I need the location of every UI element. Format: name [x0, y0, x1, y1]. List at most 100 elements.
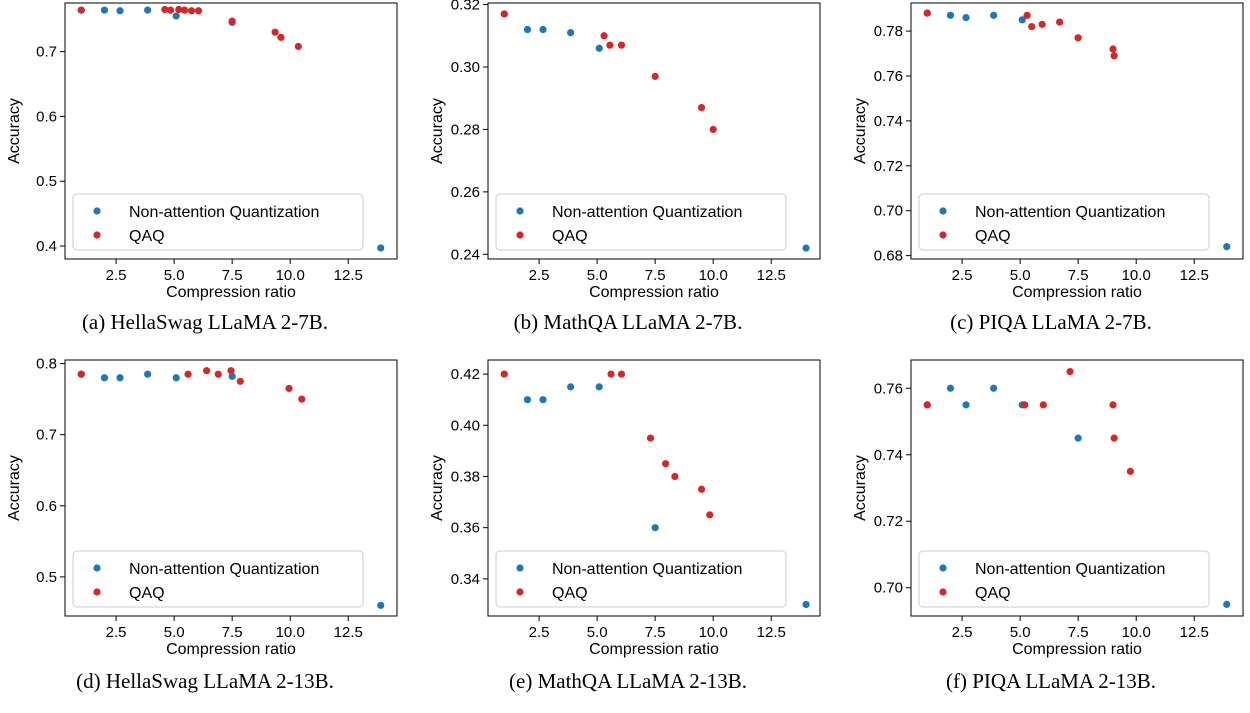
data-point — [100, 374, 109, 382]
legend: Non-attention Quantization QAQ — [72, 550, 364, 608]
panel-e: 2.5 5.0 7.5 10.0 12.5 0.34 0.36 0.38 0.40 0.42 Com… — [428, 357, 828, 713]
legend-label: QAQ — [129, 585, 165, 602]
data-point — [1018, 16, 1026, 24]
x-tick-label: 7.5 — [222, 267, 243, 284]
data-point — [946, 11, 955, 19]
data-point — [1126, 467, 1134, 475]
y-tick-label: 0.28 — [451, 121, 480, 138]
data-point — [606, 41, 614, 49]
legend-box — [918, 193, 1210, 251]
data-point — [187, 7, 196, 15]
data-point — [709, 125, 717, 134]
y-axis-title: Accuracy — [429, 455, 446, 521]
data-point — [172, 12, 180, 20]
data-point — [697, 485, 706, 493]
data-point — [77, 370, 85, 378]
data-point — [946, 384, 955, 392]
series-qaq-e — [500, 370, 714, 519]
x-tick-label: 12.5 — [1180, 624, 1209, 641]
data-point — [697, 103, 706, 112]
y-tick-label: 0.74 — [874, 113, 903, 130]
y-tick-label: 0.72 — [874, 158, 903, 175]
legend-label: Non-attention Quantization — [129, 204, 319, 221]
y-tick-label: 0.7 — [36, 427, 57, 444]
y-tick-label: 0.6 — [36, 498, 57, 515]
panel-c: 2.5 5.0 7.5 10.0 12.5 0.68 0.70 0.72 0.74 0.76 0.7… — [851, 0, 1250, 356]
legend-marker — [939, 207, 947, 215]
data-point — [539, 396, 547, 404]
data-point — [227, 367, 235, 375]
legend-label: Non-attention Quantization — [975, 204, 1165, 221]
legend-marker — [939, 588, 947, 596]
legend-marker — [516, 564, 524, 572]
plot-frame — [487, 359, 821, 617]
plot-frame — [64, 359, 398, 617]
legend-marker — [516, 231, 524, 239]
y-tick-label: 0.36 — [451, 520, 480, 537]
x-axis-title: Compression ratio — [589, 284, 719, 301]
legend-box — [72, 193, 364, 251]
plot-frame — [487, 2, 821, 260]
y-tick-label: 0.76 — [874, 68, 903, 85]
data-point — [184, 370, 192, 378]
legend-label: QAQ — [552, 585, 588, 602]
x-tick-label: 10.0 — [1122, 267, 1151, 284]
data-point — [500, 370, 508, 378]
legend-label: Non-attention Quantization — [552, 204, 742, 221]
data-point — [228, 17, 236, 25]
x-tick-label: 12.5 — [334, 624, 363, 641]
legend-box — [495, 550, 787, 608]
x-tick-label: 2.5 — [952, 624, 973, 641]
legend-label: QAQ — [975, 585, 1011, 602]
data-point — [214, 370, 222, 378]
caption-d: (d) HellaSwag LLaMA 2-13B. — [76, 669, 334, 693]
scatter-chart-c: 2.5 5.0 7.5 10.0 12.5 0.68 0.70 0.72 0.74 0.76 0.7… — [852, 2, 1244, 301]
data-point — [523, 396, 532, 404]
x-tick-label: 7.5 — [1068, 267, 1089, 284]
data-point — [194, 7, 203, 15]
x-tick-label: 10.0 — [276, 624, 305, 641]
x-tick-label: 2.5 — [529, 624, 550, 641]
data-point — [77, 6, 85, 14]
series-qaq-c — [923, 9, 1118, 60]
y-tick-label: 0.24 — [451, 246, 480, 263]
scatter-chart-e: 2.5 5.0 7.5 10.0 12.5 0.34 0.36 0.38 0.40 0.42 Com… — [429, 359, 821, 658]
caption-a: (a) HellaSwag LLaMA 2-7B. — [81, 310, 329, 334]
data-point — [1039, 401, 1047, 409]
data-point — [1109, 45, 1117, 53]
data-point — [567, 29, 575, 37]
data-point — [236, 377, 244, 385]
data-point — [600, 32, 608, 40]
x-tick-label: 2.5 — [952, 267, 973, 284]
y-tick-label: 0.8 — [36, 356, 57, 373]
data-point — [990, 11, 998, 19]
scatter-chart-a: 2.5 5.0 7.5 10.0 12.5 0.4 0.5 0.6 0.7 Compression… — [6, 2, 398, 301]
y-tick-label: 0.74 — [874, 447, 903, 464]
data-point — [607, 370, 615, 378]
y-tick-label: 0.26 — [451, 184, 480, 201]
data-point — [271, 28, 279, 36]
panel-d: 2.5 5.0 7.5 10.0 12.5 0.5 0.6 0.7 0.8 Compression… — [5, 356, 405, 713]
data-point — [651, 524, 659, 532]
data-point — [203, 367, 211, 375]
data-point — [1074, 34, 1082, 42]
x-tick-label: 2.5 — [106, 624, 127, 641]
y-axis-title: Accuracy — [852, 455, 869, 521]
x-tick-label: 7.5 — [1068, 624, 1089, 641]
data-point — [567, 383, 575, 391]
x-tick-label: 5.0 — [164, 624, 185, 641]
data-point — [1110, 52, 1118, 60]
x-tick-label: 2.5 — [106, 267, 127, 284]
panel-a: 2.5 5.0 7.5 10.0 12.5 0.4 0.5 0.6 0.7 Compression… — [5, 0, 405, 356]
data-point — [651, 72, 659, 80]
x-axis-title: Compression ratio — [589, 641, 719, 658]
data-point — [377, 244, 385, 252]
plot-frame — [910, 2, 1244, 260]
data-point — [144, 370, 152, 378]
plot-frame — [64, 2, 398, 260]
caption-b: (b) MathQA LLaMA 2-7B. — [513, 310, 743, 334]
data-point — [923, 9, 931, 17]
series-qaq-d — [77, 367, 306, 403]
data-point — [617, 370, 626, 378]
